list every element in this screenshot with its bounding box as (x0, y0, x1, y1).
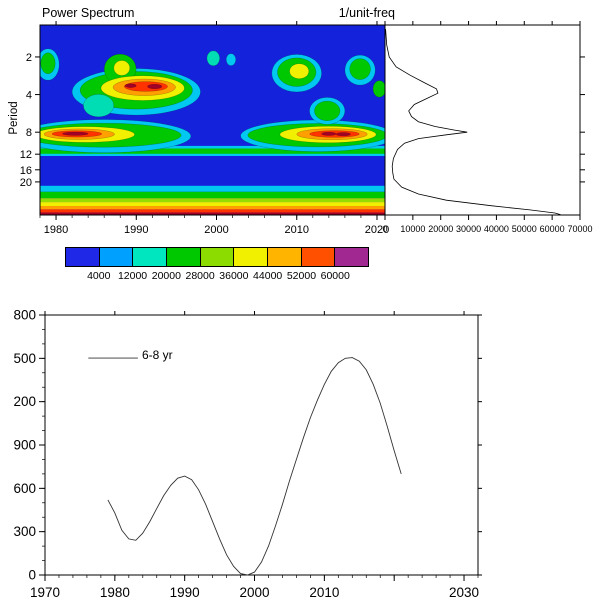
svg-text:200: 200 (13, 394, 36, 409)
svg-text:0: 0 (28, 568, 36, 583)
colorbar-label: 12000 (117, 270, 148, 282)
power-spectrum-title: Power Spectrum (42, 6, 135, 20)
colorbar-cell (98, 248, 133, 266)
colorbar-cell (334, 248, 369, 266)
svg-text:16: 16 (20, 165, 32, 177)
colorbar-cell (199, 248, 234, 266)
svg-text:20: 20 (20, 177, 32, 189)
colorbar-cell (166, 248, 200, 266)
svg-text:1970: 1970 (30, 585, 60, 600)
svg-text:1980: 1980 (44, 224, 68, 236)
svg-text:70000: 70000 (567, 224, 592, 234)
colorbar-cell (300, 248, 335, 266)
spectrum-units-title: 1/unit-freq (338, 6, 395, 20)
colorbar-label: 44000 (253, 270, 283, 282)
svg-text:0: 0 (382, 224, 387, 234)
legend-6-8yr: 6-8 yr (142, 348, 173, 362)
svg-text:4: 4 (26, 90, 32, 102)
period-axis-label: Period (8, 101, 20, 135)
colorbar (65, 247, 369, 267)
svg-text:30000: 30000 (456, 224, 481, 234)
svg-text:2010: 2010 (285, 224, 309, 236)
colorbar-cell (66, 248, 99, 266)
svg-text:40000: 40000 (484, 224, 509, 234)
colorbar-label: 52000 (286, 270, 317, 282)
svg-text:2000: 2000 (204, 224, 228, 236)
svg-text:1990: 1990 (170, 585, 200, 600)
svg-text:12: 12 (20, 149, 32, 161)
colorbar-label: 36000 (219, 270, 249, 282)
svg-text:2010: 2010 (309, 585, 339, 600)
svg-text:2000: 2000 (239, 585, 269, 600)
svg-text:500: 500 (13, 351, 36, 366)
svg-text:600: 600 (13, 481, 36, 496)
svg-text:8: 8 (26, 127, 32, 139)
colorbar-labels: 4000 12000 20000 28000 36000 44000 52000 60000 (65, 270, 369, 284)
colorbar-label: 60000 (320, 270, 350, 282)
colorbar-cell (233, 248, 268, 266)
svg-text:2030: 2030 (449, 585, 479, 600)
svg-text:1980: 1980 (100, 585, 130, 600)
svg-text:800: 800 (13, 308, 36, 323)
svg-text:2020: 2020 (365, 224, 389, 236)
colorbar-label: 4000 (87, 270, 111, 282)
colorbar-cell (132, 248, 167, 266)
svg-text:10000: 10000 (400, 224, 425, 234)
svg-text:20000: 20000 (428, 224, 453, 234)
svg-text:1990: 1990 (124, 224, 148, 236)
svg-text:900: 900 (13, 438, 36, 453)
svg-text:300: 300 (13, 524, 36, 539)
colorbar-label: 20000 (151, 270, 181, 282)
colorbar-label: 28000 (185, 270, 215, 282)
svg-text:2: 2 (26, 52, 32, 64)
svg-text:60000: 60000 (540, 224, 565, 234)
colorbar-cell (267, 248, 301, 266)
svg-text:50000: 50000 (512, 224, 537, 234)
